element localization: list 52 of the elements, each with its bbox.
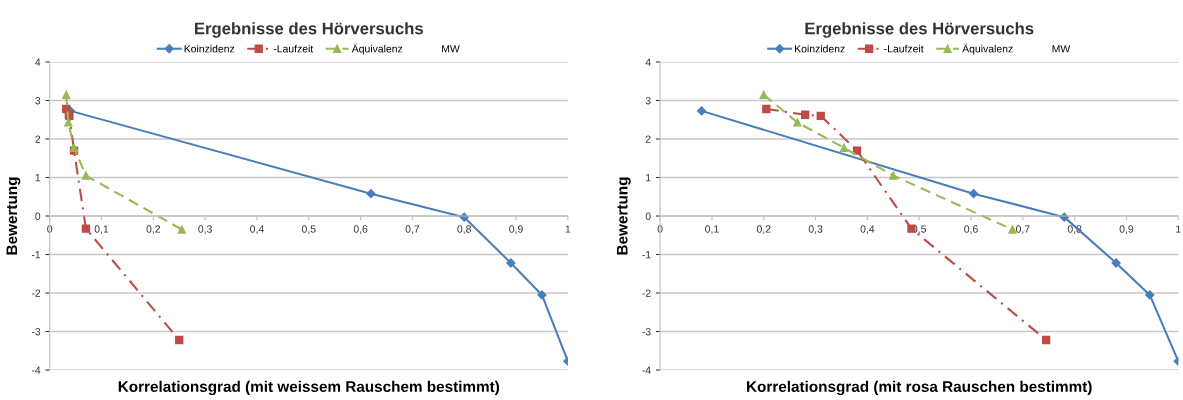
y-tick-label: -3 [31,328,41,336]
x-tick-label: 0,6 [353,225,368,234]
x-tick-label: 1 [1176,225,1181,233]
y-tick-label: -1 [642,251,651,259]
x-tick-label: 0,5 [301,225,316,234]
y-tick-label: 2 [35,135,41,143]
legend-label: Koinzidenz [184,44,235,53]
y-tick-label: 0 [35,212,41,220]
y-axis-title: Bewertung [6,177,21,255]
y-tick-label: 3 [35,97,41,105]
y-tick-label: 1 [646,174,651,182]
chart-title: Ergebnisse des Hörversuchs [805,22,1034,38]
x-tick-label: 0,4 [860,225,875,234]
y-tick-label: 3 [645,97,651,105]
y-tick-label: 1 [35,174,41,182]
x-tick-label: 0 [47,225,53,233]
x-tick-label: 0,7 [405,225,420,234]
x-tick-label: 0 [657,225,663,233]
x-tick-label: 0,9 [1119,225,1134,234]
legend-label: -Laufzeit [884,44,924,53]
x-tick-label: 0,1 [94,225,109,234]
y-tick-label: -2 [642,289,651,297]
legend-label: Äquivalenz [962,43,1013,55]
x-tick-label: 1 [565,225,571,233]
text: MW [1052,45,1071,53]
chart-title: Ergebnisse des Hörversuchs [195,22,423,38]
y-tick-label: -3 [642,328,651,336]
x-axis-title: Korrelationsgrad (mit weissem Rauschem bestimmt) [118,380,500,396]
x-tick-label: 0,9 [509,225,523,234]
y-tick-label: 2 [645,135,651,143]
y-tick-label: 4 [35,58,41,66]
y-tick-label: -4 [642,366,651,374]
x-tick-label: 0,3 [808,225,823,234]
y-tick-label: 4 [645,58,651,66]
x-axis-title: Korrelationsgrad (mit rosa Rauschen bestimmt) [747,380,1092,396]
x-tick-label: 0,8 [457,225,471,234]
x-tick-label: 0,4 [250,225,264,234]
y-tick-label: -4 [31,366,41,374]
legend-label: Koinzidenz [795,44,845,53]
x-tick-label: 0,7 [1015,225,1030,234]
legend-label: Äquivalenz [351,43,403,55]
x-tick-label: 0,2 [756,225,771,234]
y-tick-label: -2 [31,289,41,297]
x-tick-label: 0,1 [705,225,719,234]
x-tick-label: 0,3 [198,225,212,234]
text: MW [442,45,460,53]
legend-label: -Laufzeit [273,44,314,53]
y-tick-label: 0 [645,212,651,220]
y-axis-title: Bewertung [616,177,631,255]
x-tick-label: 0,2 [146,225,161,234]
y-tick-label: -1 [31,251,41,259]
x-tick-label: 0,6 [964,225,978,234]
